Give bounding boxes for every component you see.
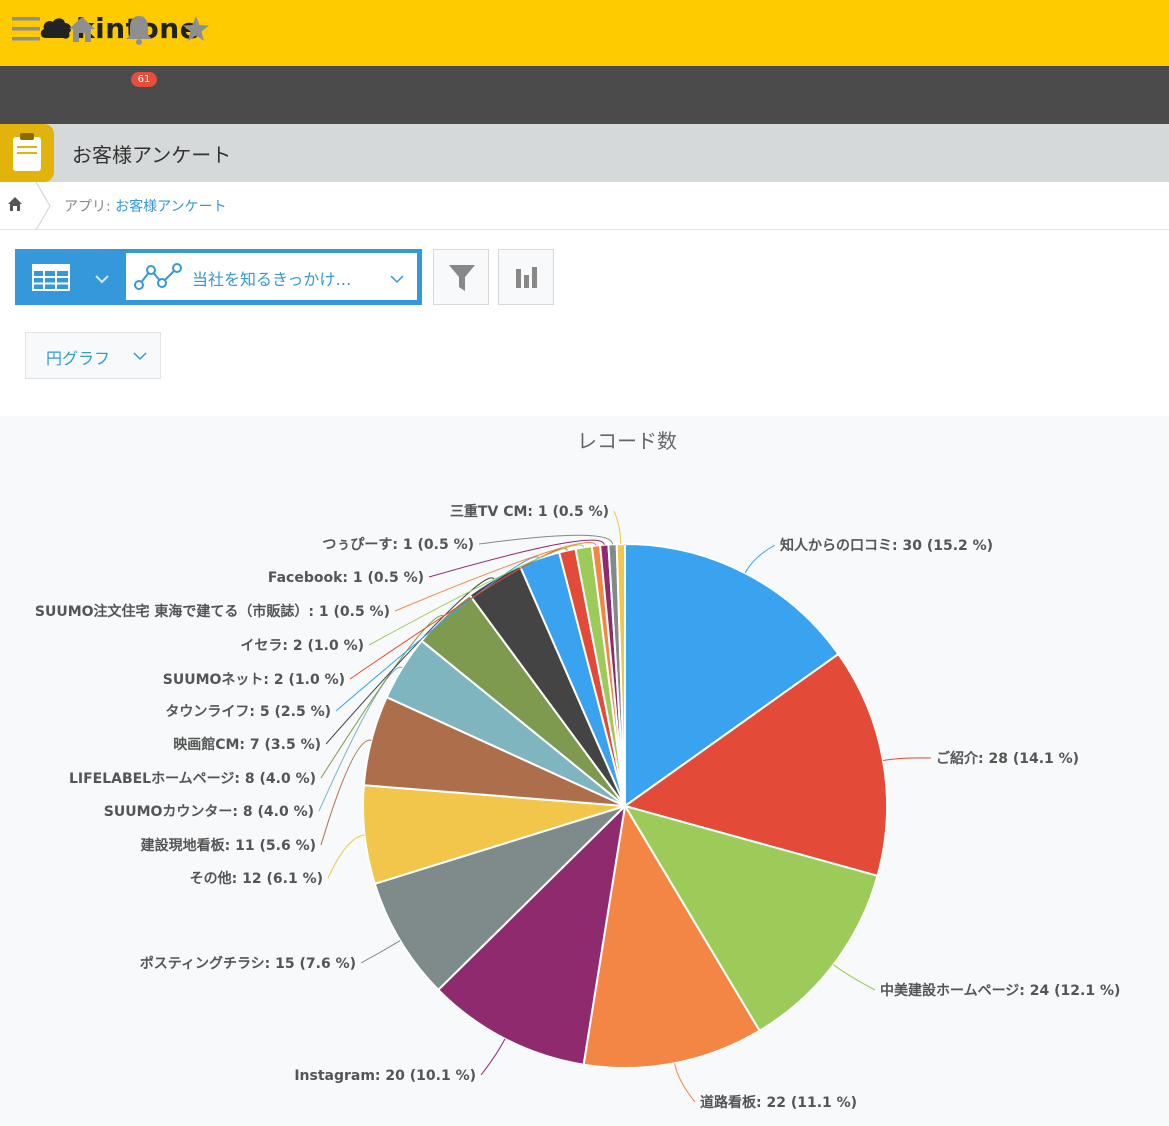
cloud-logo-icon <box>40 17 72 39</box>
slice-connector <box>478 534 614 545</box>
graph-type-label: 円グラフ <box>46 349 111 368</box>
slice-label: Facebook: 1 (0.5 %) <box>268 570 424 586</box>
slice-label: SUUMOカウンター: 8 (4.0 %) <box>104 804 314 820</box>
slice-connector <box>428 539 605 578</box>
hamburger-icon[interactable] <box>9 12 43 46</box>
slice-label: 中美建設ホームページ: 24 (12.1 %) <box>880 982 1120 999</box>
breadcrumb-app-link[interactable]: お客様アンケート <box>115 199 227 215</box>
pie-slice[interactable] <box>373 805 626 992</box>
slice-label: ポスティングチラシ: 15 (7.6 %) <box>140 955 356 972</box>
chart-title: レコード数 <box>577 429 677 453</box>
slice-label: LIFELABELホームページ: 8 (4.0 %) <box>69 771 316 787</box>
slice-connector <box>327 834 365 879</box>
slice-label: 映画館CM: 7 (3.5 %) <box>173 736 321 753</box>
app-header <box>0 124 1169 182</box>
slice-connector <box>674 1063 696 1103</box>
graph-select-dropdown[interactable] <box>126 253 417 300</box>
clipboard-icon <box>13 133 41 171</box>
pie-slice[interactable] <box>622 804 879 1033</box>
table-view-icon[interactable] <box>32 264 70 291</box>
slice-connector <box>320 739 372 846</box>
chevron-down-icon <box>390 275 404 284</box>
global-nav <box>0 66 1169 124</box>
breadcrumb <box>0 182 1169 230</box>
slice-label: SUUMO注文住宅 東海で建てる（市販誌）: 1 (0.5 %) <box>35 603 390 620</box>
filter-icon <box>449 265 475 291</box>
app-icon-container[interactable] <box>0 124 54 182</box>
breadcrumb-trail: アプリ: お客様アンケート <box>64 196 227 216</box>
slice-connector <box>480 1038 506 1076</box>
breadcrumb-separator-icon <box>35 182 51 230</box>
slice-label: Instagram: 20 (10.1 %) <box>294 1068 476 1084</box>
slice-label: 建設現地看板: 11 (5.6 %) <box>141 837 316 854</box>
graph-select-label: 当社を知るきっかけ… <box>192 270 352 289</box>
breadcrumb-prefix: アプリ: <box>64 199 116 215</box>
slice-connector <box>368 544 585 646</box>
notification-count-badge: 61 <box>131 72 157 87</box>
slice-connector <box>360 940 401 964</box>
bell-icon[interactable] <box>122 12 156 46</box>
slice-connector <box>882 757 932 761</box>
slice-label: ご紹介: 28 (14.1 %) <box>936 750 1079 767</box>
slice-label: 三重TV CM: 1 (0.5 %) <box>450 503 609 520</box>
slice-label: タウンライフ: 5 (2.5 %) <box>165 704 331 720</box>
filter-button[interactable] <box>433 249 489 305</box>
pie-slice[interactable] <box>615 542 626 807</box>
slice-label: その他: 12 (6.1 %) <box>190 870 323 887</box>
slice-connector <box>335 556 540 712</box>
pie-slice[interactable] <box>624 542 840 808</box>
breadcrumb-home-icon[interactable] <box>6 195 24 213</box>
slice-connector <box>325 577 495 745</box>
pie-slice[interactable] <box>582 803 761 1069</box>
slice-label: 知人からの口コミ: 30 (15.2 %) <box>780 537 993 554</box>
slice-label: SUUMOネット: 2 (1.0 %) <box>163 672 345 688</box>
chevron-down-icon <box>133 352 147 361</box>
bar-chart-icon <box>516 267 537 288</box>
pie-slice[interactable] <box>436 803 627 1066</box>
slice-connector <box>394 541 597 612</box>
page-title: お客様アンケート <box>72 143 232 167</box>
line-graph-icon <box>134 263 182 290</box>
slice-connector <box>613 510 622 545</box>
graph-type-dropdown[interactable] <box>25 332 161 379</box>
slice-label: 道路看板: 22 (11.1 %) <box>700 1094 857 1111</box>
slice-connector <box>318 666 403 812</box>
slice-label: イセラ: 2 (1.0 %) <box>240 638 364 654</box>
slice-connector <box>744 544 776 574</box>
slice-label: つぅぴーす: 1 (0.5 %) <box>322 537 474 553</box>
star-icon[interactable] <box>179 12 213 46</box>
graph-button[interactable] <box>498 249 554 305</box>
home-icon[interactable] <box>65 12 99 46</box>
slice-connector <box>833 964 876 991</box>
view-dropdown-chevron-icon[interactable] <box>93 270 111 288</box>
